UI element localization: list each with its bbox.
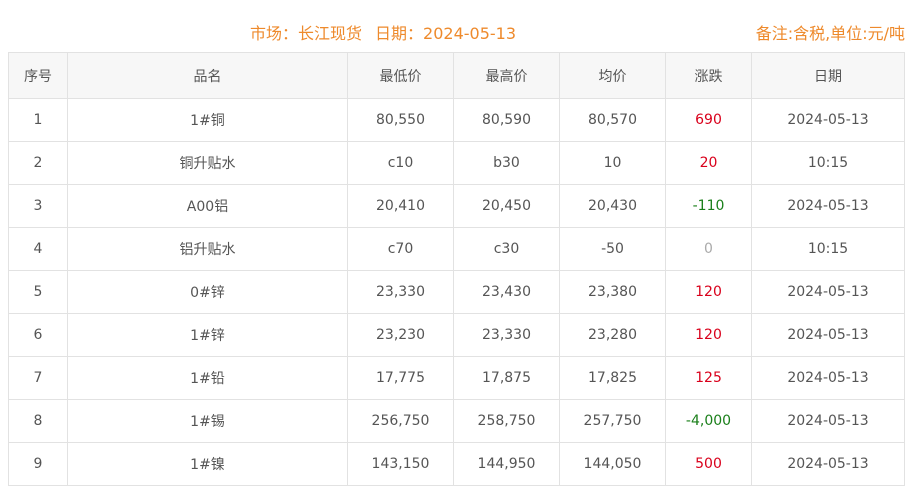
cell-avg: 17,825 xyxy=(559,356,666,400)
cell-high: 258,750 xyxy=(453,399,560,443)
table-row: 3 A00铝 20,410 20,450 20,430 -110 2024-05-13 xyxy=(8,184,905,228)
column-header: 日期 xyxy=(751,52,905,99)
cell-date: 2024-05-13 xyxy=(751,399,905,443)
cell-change: 500 xyxy=(665,442,752,486)
table-row: 8 1#锡 256,750 258,750 257,750 -4,000 2024-05-1… xyxy=(8,399,905,443)
cell-avg: 144,050 xyxy=(559,442,666,486)
table-row: 9 1#镍 143,150 144,950 144,050 500 2024-05-13 xyxy=(8,442,905,486)
cell-no: 9 xyxy=(8,442,68,486)
cell-no: 8 xyxy=(8,399,68,443)
cell-change: 20 xyxy=(665,141,752,185)
cell-avg: 20,430 xyxy=(559,184,666,228)
cell-low: 80,550 xyxy=(347,98,454,142)
cell-low: 23,230 xyxy=(347,313,454,357)
cell-avg: -50 xyxy=(559,227,666,271)
cell-name: 1#镍 xyxy=(67,442,348,486)
cell-low: c10 xyxy=(347,141,454,185)
cell-change: 0 xyxy=(665,227,752,271)
cell-low: 143,150 xyxy=(347,442,454,486)
table-row: 2 铜升贴水 c10 b30 10 20 10:15 xyxy=(8,141,905,185)
cell-no: 5 xyxy=(8,270,68,314)
cell-high: 144,950 xyxy=(453,442,560,486)
table-row: 1 1#铜 80,550 80,590 80,570 690 2024-05-13 xyxy=(8,98,905,142)
cell-no: 6 xyxy=(8,313,68,357)
table-row: 7 1#铅 17,775 17,875 17,825 125 2024-05-13 xyxy=(8,356,905,400)
column-header: 均价 xyxy=(559,52,666,99)
cell-avg: 23,380 xyxy=(559,270,666,314)
unit-note: 备注:含税,单位:元/吨 xyxy=(755,24,905,43)
cell-date: 2024-05-13 xyxy=(751,270,905,314)
cell-name: 0#锌 xyxy=(67,270,348,314)
cell-date: 2024-05-13 xyxy=(751,313,905,357)
cell-no: 7 xyxy=(8,356,68,400)
cell-no: 4 xyxy=(8,227,68,271)
cell-date: 2024-05-13 xyxy=(751,98,905,142)
cell-high: 80,590 xyxy=(453,98,560,142)
price-table: 序号 品名 最低价 最高价 均价 涨跌 日期 1 1#铜 80,550 80,590 80,570 6… xyxy=(8,52,905,486)
cell-change: -4,000 xyxy=(665,399,752,443)
cell-change: 690 xyxy=(665,98,752,142)
table-row: 5 0#锌 23,330 23,430 23,380 120 2024-05-13 xyxy=(8,270,905,314)
cell-avg: 257,750 xyxy=(559,399,666,443)
cell-change: 120 xyxy=(665,270,752,314)
cell-avg: 10 xyxy=(559,141,666,185)
cell-name: 1#铅 xyxy=(67,356,348,400)
cell-change: -110 xyxy=(665,184,752,228)
cell-name: 1#铜 xyxy=(67,98,348,142)
cell-high: 23,330 xyxy=(453,313,560,357)
page-header: 市场：长江现货 日期：2024-05-13 备注:含税,单位:元/吨 xyxy=(0,0,919,52)
cell-name: 铜升贴水 xyxy=(67,141,348,185)
cell-low: 17,775 xyxy=(347,356,454,400)
cell-high: 23,430 xyxy=(453,270,560,314)
cell-name: A00铝 xyxy=(67,184,348,228)
column-header: 品名 xyxy=(67,52,348,99)
cell-date: 10:15 xyxy=(751,227,905,271)
column-header: 序号 xyxy=(8,52,68,99)
cell-low: 23,330 xyxy=(347,270,454,314)
cell-name: 1#锌 xyxy=(67,313,348,357)
cell-change: 125 xyxy=(665,356,752,400)
cell-date: 2024-05-13 xyxy=(751,356,905,400)
cell-no: 2 xyxy=(8,141,68,185)
cell-name: 1#锡 xyxy=(67,399,348,443)
table-row: 4 铝升贴水 c70 c30 -50 0 10:15 xyxy=(8,227,905,271)
cell-high: b30 xyxy=(453,141,560,185)
cell-high: c30 xyxy=(453,227,560,271)
date-label: 日期：2024-05-13 xyxy=(375,24,517,43)
cell-high: 20,450 xyxy=(453,184,560,228)
cell-date: 2024-05-13 xyxy=(751,184,905,228)
cell-avg: 23,280 xyxy=(559,313,666,357)
cell-low: 20,410 xyxy=(347,184,454,228)
cell-low: c70 xyxy=(347,227,454,271)
cell-no: 3 xyxy=(8,184,68,228)
cell-low: 256,750 xyxy=(347,399,454,443)
market-label: 市场：长江现货 xyxy=(249,24,362,43)
cell-no: 1 xyxy=(8,98,68,142)
column-header: 涨跌 xyxy=(665,52,752,99)
market-title: 市场：长江现货 日期：2024-05-13 xyxy=(0,20,766,44)
column-header: 最高价 xyxy=(453,52,560,99)
cell-date: 10:15 xyxy=(751,141,905,185)
table-header-row: 序号 品名 最低价 最高价 均价 涨跌 日期 xyxy=(8,52,905,99)
cell-date: 2024-05-13 xyxy=(751,442,905,486)
table-row: 6 1#锌 23,230 23,330 23,280 120 2024-05-13 xyxy=(8,313,905,357)
cell-avg: 80,570 xyxy=(559,98,666,142)
cell-name: 铝升贴水 xyxy=(67,227,348,271)
cell-high: 17,875 xyxy=(453,356,560,400)
column-header: 最低价 xyxy=(347,52,454,99)
cell-change: 120 xyxy=(665,313,752,357)
